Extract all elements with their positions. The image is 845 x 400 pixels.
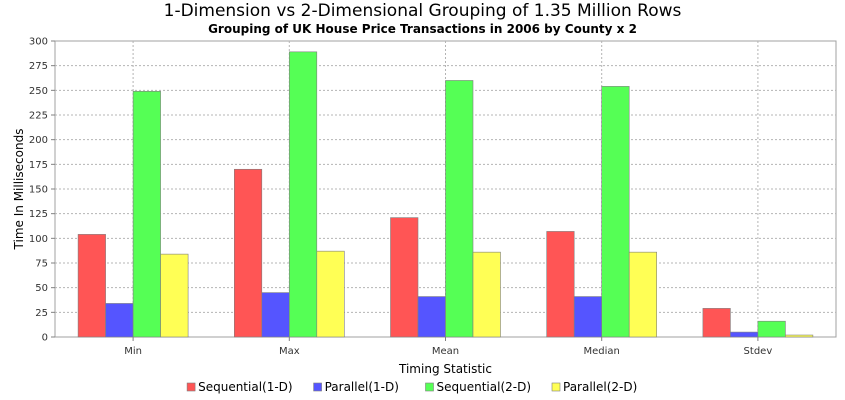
bar: [417, 296, 446, 338]
x-tick-label: Stdev: [744, 346, 773, 357]
bar: [288, 51, 318, 338]
bar: [445, 80, 474, 338]
bar: [132, 91, 161, 338]
bar: [702, 308, 731, 338]
legend: Sequential(1-D) Parallel(1-D) Sequential(2…: [186, 380, 637, 394]
y-tick-label: 75: [35, 259, 48, 270]
y-tick-label: 150: [29, 185, 48, 196]
chart-title: 1-Dimension vs 2-Dimensional Grouping of…: [163, 1, 682, 21]
bar: [77, 234, 106, 338]
y-tick-label: 0: [42, 333, 48, 344]
bar: [546, 231, 575, 338]
x-tick-label: Min: [124, 346, 142, 357]
y-tick-label: 25: [35, 308, 48, 319]
x-axis-title: Timing Statistic: [398, 362, 492, 376]
bar: [390, 217, 419, 338]
legend-swatch: [186, 382, 196, 392]
legend-label: Sequential(1-D): [198, 380, 293, 394]
y-tick-label: 50: [35, 283, 48, 294]
bar: [573, 296, 603, 338]
chart-subtitle: Grouping of UK House Price Transactions …: [208, 22, 637, 36]
y-tick-label: 175: [29, 160, 48, 171]
y-axis-title: Time In Milliseconds: [12, 129, 26, 251]
x-tick-label: Median: [584, 346, 620, 357]
legend-swatch: [425, 382, 434, 392]
legend-label: Parallel(1-D): [325, 380, 399, 394]
bar: [730, 331, 759, 338]
bar: [757, 320, 786, 338]
legend-label: Parallel(2-D): [563, 380, 637, 394]
legend-swatch: [551, 382, 561, 392]
bar: [785, 334, 814, 338]
legend-swatch: [313, 382, 322, 392]
bar: [628, 251, 658, 338]
y-tick-label: 300: [29, 37, 48, 48]
y-tick-label: 225: [29, 111, 48, 122]
bar: [261, 292, 290, 338]
y-tick-label: 200: [29, 135, 48, 146]
bar: [316, 250, 345, 338]
y-tick-label: 100: [29, 234, 48, 245]
bar: [234, 168, 263, 338]
x-tick-label: Max: [279, 346, 300, 357]
bars-layer: [77, 51, 814, 338]
y-tick-label: 125: [29, 209, 48, 220]
legend-label: Sequential(2-D): [437, 380, 532, 394]
bar: [105, 303, 134, 338]
bar: [601, 86, 630, 338]
bar: [160, 253, 189, 338]
axis-layer: 0 25 50 75 100 125 150 175 200 225 250 275 300 Min Max…: [29, 37, 772, 358]
x-tick-label: Mean: [432, 346, 459, 357]
bar: [472, 251, 501, 338]
y-tick-label: 275: [29, 61, 48, 72]
y-tick-label: 250: [29, 86, 48, 97]
